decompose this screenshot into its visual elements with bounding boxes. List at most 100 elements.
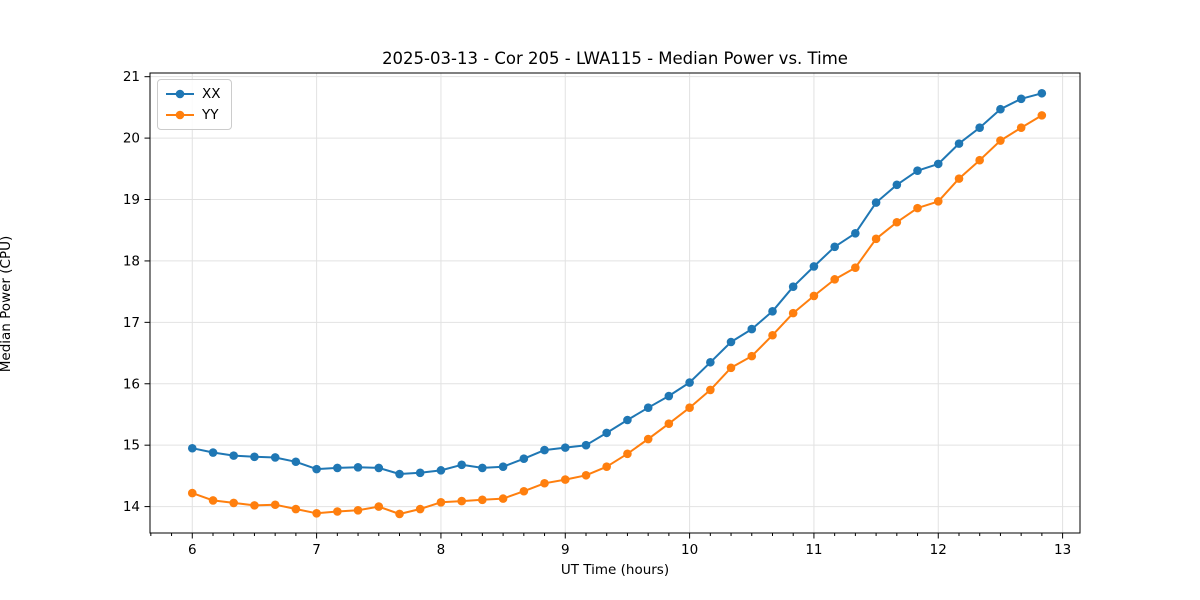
y-axis-label: Median Power (CPU) <box>0 235 14 373</box>
series-marker-xx <box>830 242 839 252</box>
series-marker-yy <box>540 478 549 488</box>
series-marker-yy <box>768 330 777 340</box>
x-tick-label: 10 <box>681 542 698 558</box>
series-marker-xx <box>954 139 964 148</box>
series-marker-xx <box>623 415 632 425</box>
series-marker-xx <box>933 159 943 169</box>
series-marker-xx <box>851 228 860 238</box>
x-tick-label: 12 <box>930 542 947 558</box>
series-marker-xx <box>871 198 881 207</box>
series-marker-xx <box>519 454 529 463</box>
series-marker-yy <box>312 509 321 518</box>
series-marker-xx <box>747 324 757 334</box>
series-marker-yy <box>913 203 922 213</box>
series-marker-yy <box>187 488 197 498</box>
series-marker-yy <box>250 501 259 510</box>
legend-item-yy: YY <box>165 106 221 124</box>
series-marker-xx <box>706 357 715 367</box>
series-marker-xx <box>270 453 280 462</box>
series-marker-xx <box>643 403 653 413</box>
series-marker-yy <box>747 351 757 361</box>
series-marker-yy <box>581 470 591 480</box>
series-marker-xx <box>913 166 922 175</box>
series-marker-xx <box>457 460 466 470</box>
series-marker-yy <box>498 494 508 503</box>
series-marker-xx <box>685 378 694 387</box>
series-marker-xx <box>892 180 902 190</box>
x-axis-label: UT Time (hours) <box>560 562 670 578</box>
legend-swatch-xx <box>166 89 194 99</box>
series-marker-xx <box>208 448 218 457</box>
series-marker-yy <box>415 504 425 514</box>
series-marker-xx <box>560 443 570 452</box>
series-marker-xx <box>291 457 301 467</box>
series-marker-yy <box>395 509 404 519</box>
legend-item-xx: XX <box>165 85 221 103</box>
series-marker-xx <box>312 464 321 474</box>
chart-title: 2025-03-13 - Cor 205 - LWA115 - Median P… <box>382 49 848 68</box>
series-marker-yy <box>1016 123 1026 132</box>
series-marker-yy <box>602 462 611 471</box>
y-tick-label: 14 <box>123 499 140 515</box>
legend-label: XX <box>202 86 221 102</box>
series-marker-xx <box>498 462 508 471</box>
series-marker-yy <box>996 136 1005 145</box>
series-marker-yy <box>975 155 984 165</box>
series-marker-xx <box>788 282 798 292</box>
series-marker-yy <box>643 434 653 444</box>
series-marker-yy <box>291 504 301 514</box>
series-marker-xx <box>436 466 446 475</box>
series-marker-xx <box>187 443 197 453</box>
series-marker-yy <box>954 174 964 183</box>
x-tick-label: 6 <box>188 542 197 558</box>
series-marker-xx <box>478 463 487 473</box>
series-marker-yy <box>270 500 280 510</box>
series-marker-xx <box>996 104 1005 114</box>
series-line-xx <box>192 92 1043 475</box>
series-marker-xx <box>768 306 777 316</box>
series-marker-xx <box>1016 94 1026 104</box>
series-marker-yy <box>809 291 819 301</box>
series-marker-yy <box>788 308 798 318</box>
x-tick-label: 9 <box>561 542 570 558</box>
series-marker-yy <box>208 496 218 505</box>
series-marker-xx <box>602 428 611 438</box>
series-marker-yy <box>436 497 446 507</box>
series-marker-yy <box>706 385 715 395</box>
y-tick-label: 21 <box>123 69 140 85</box>
series-marker-xx <box>333 463 342 473</box>
series-marker-yy <box>830 275 839 284</box>
series-marker-yy <box>664 419 674 428</box>
series-marker-xx <box>395 469 404 479</box>
series-marker-xx <box>1037 88 1047 98</box>
series-marker-xx <box>415 468 425 478</box>
series-marker-xx <box>250 452 259 462</box>
series-marker-yy <box>1037 111 1047 120</box>
series-marker-xx <box>353 462 363 472</box>
series-marker-xx <box>374 463 384 473</box>
legend-label: YY <box>202 107 219 123</box>
series-line-yy <box>191 114 1043 515</box>
series-marker-yy <box>519 486 529 496</box>
x-tick-label: 13 <box>1054 542 1071 558</box>
legend-swatch-yy <box>166 110 194 120</box>
y-tick-label: 18 <box>123 253 140 269</box>
y-tick-label: 20 <box>123 131 140 147</box>
series-marker-yy <box>892 217 902 227</box>
x-tick-label: 8 <box>437 542 446 558</box>
series-marker-yy <box>478 495 487 505</box>
series-marker-yy <box>457 496 466 506</box>
series-marker-yy <box>374 502 384 511</box>
y-tick-label: 15 <box>123 438 140 454</box>
series-marker-yy <box>933 197 943 206</box>
y-tick-label: 19 <box>123 192 140 208</box>
series-marker-yy <box>685 403 694 413</box>
series-marker-xx <box>229 451 238 460</box>
series-marker-yy <box>333 507 342 516</box>
series-marker-yy <box>851 263 860 272</box>
y-tick-label: 17 <box>123 315 140 331</box>
legend: XX YY <box>157 79 232 130</box>
series-marker-xx <box>664 391 674 401</box>
